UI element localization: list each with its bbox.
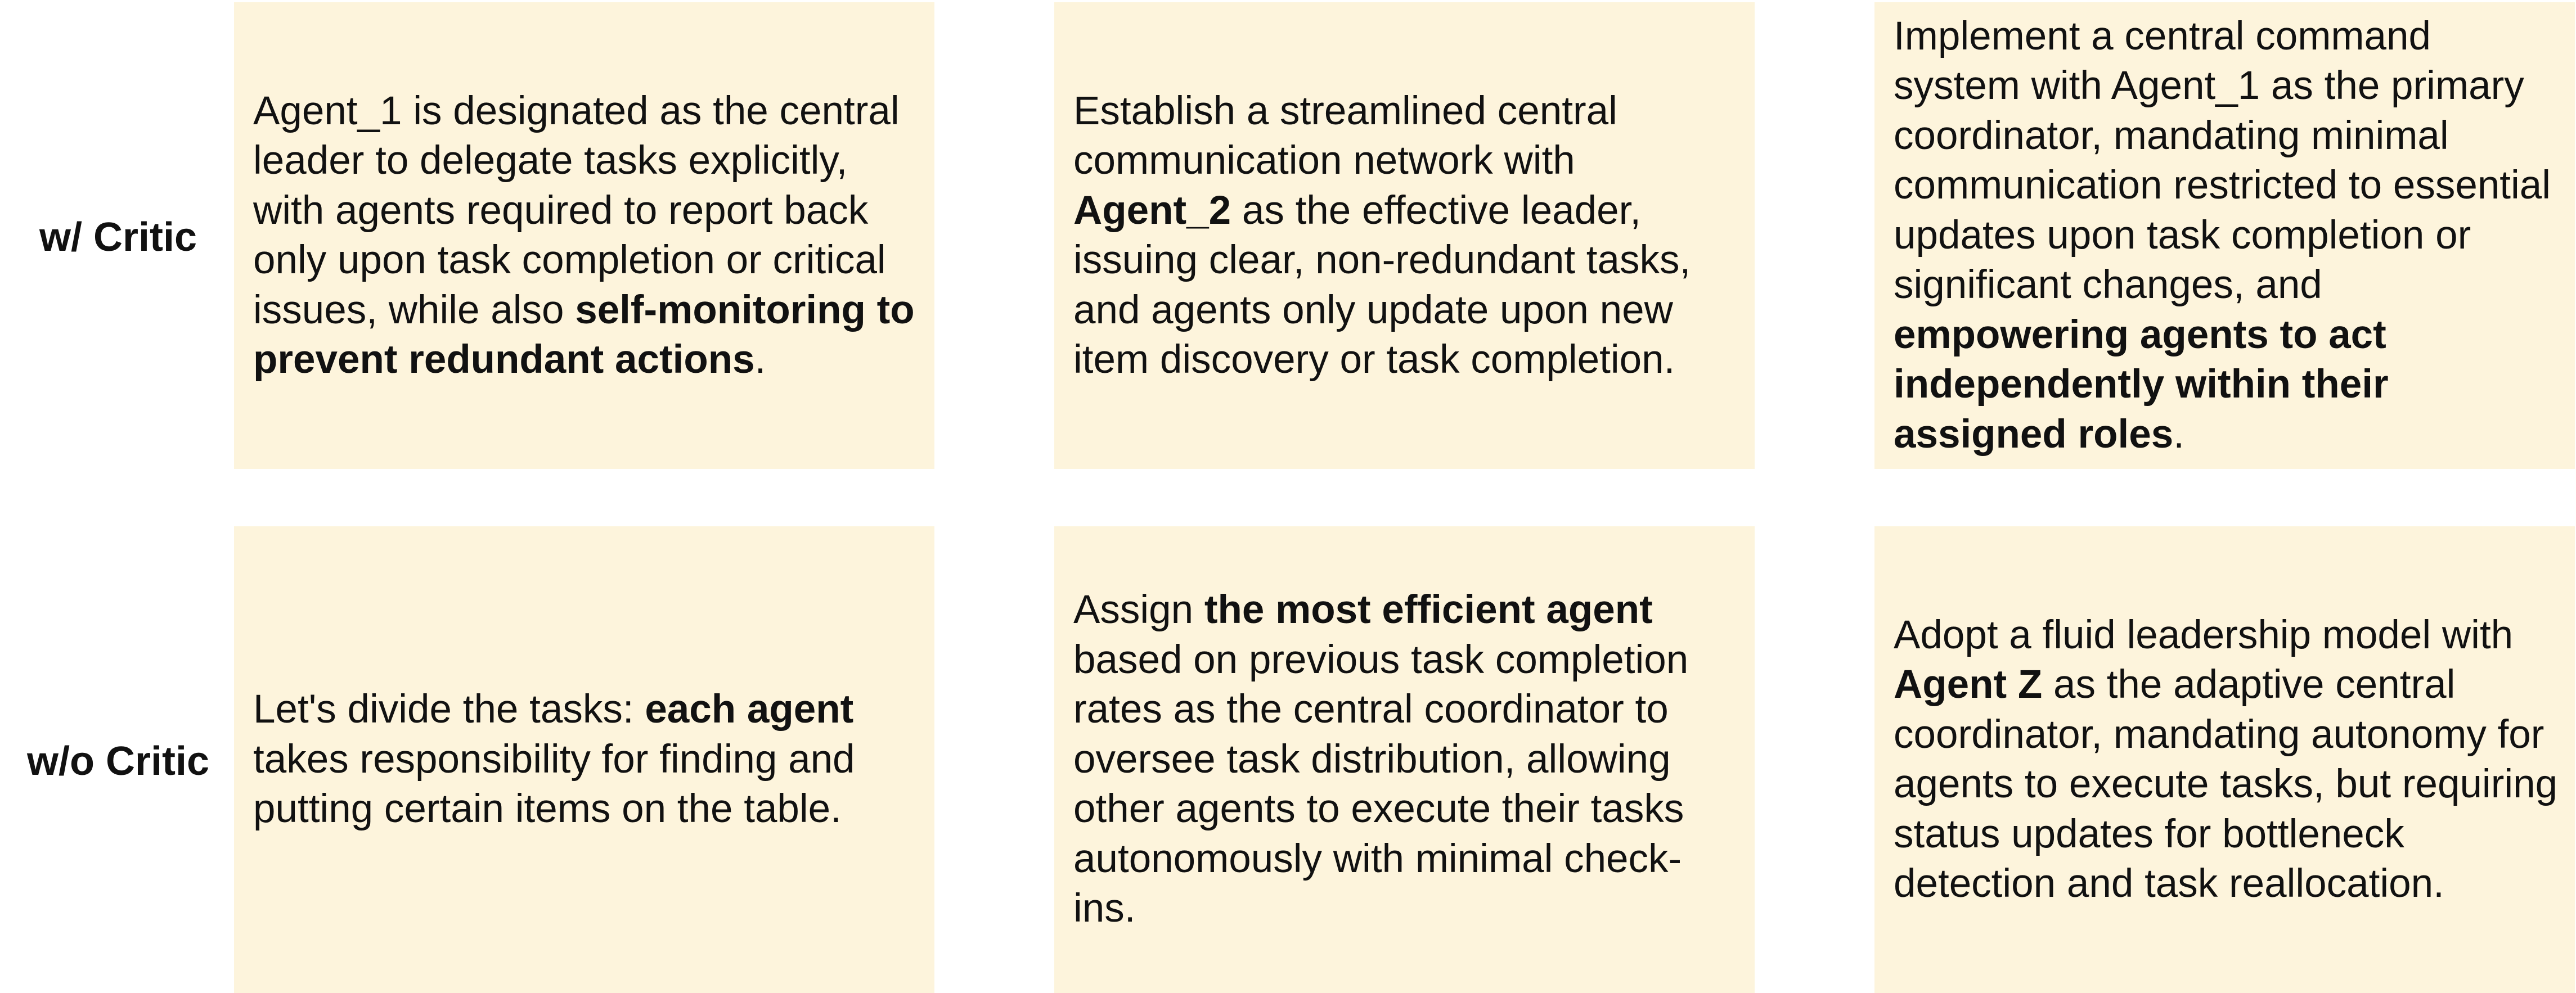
strategy-text-post: . (754, 337, 766, 382)
strategy-cell: Agent_1 is designated as the central lea… (234, 2, 934, 469)
strategy-text-pre: Establish a streamlined central communic… (1073, 88, 1617, 183)
strategy-text: Assign the most efficient agent based on… (1073, 585, 1739, 934)
strategy-text-post: as the adaptive central coordinator, man… (1894, 662, 2558, 906)
strategy-text-bold: Agent Z (1894, 662, 2043, 707)
strategy-text-bold: empowering agents to act independently w… (1894, 312, 2389, 457)
strategy-text-bold: each agent (645, 687, 854, 732)
strategy-cell: Let's divide the tasks: each agent takes… (234, 526, 934, 993)
row-label-without-critic: w/o Critic (26, 739, 210, 784)
strategy-text: Implement a central command system with … (1894, 12, 2559, 460)
strategy-cell: Assign the most efficient agent based on… (1054, 526, 1755, 993)
strategy-text-pre: Adopt a fluid leadership model with (1894, 612, 2514, 657)
row-label-with-critic: w/ Critic (39, 215, 197, 260)
strategy-text: Agent_1 is designated as the central lea… (253, 87, 919, 385)
strategy-text-pre: Implement a central command system with … (1894, 13, 2551, 308)
strategy-text: Adopt a fluid leadership model with Agen… (1894, 611, 2559, 909)
strategy-cell: Implement a central command system with … (1874, 2, 2575, 469)
strategy-cell: Adopt a fluid leadership model with Agen… (1874, 526, 2575, 993)
strategy-text-post: . (2173, 412, 2184, 457)
strategy-text-pre: Assign (1073, 588, 1204, 633)
strategy-text-bold: Agent_2 (1073, 188, 1231, 233)
strategy-text-pre: Agent_1 is designated as the central lea… (253, 88, 900, 332)
strategy-text: Establish a streamlined central communic… (1073, 87, 1739, 385)
strategy-text-bold: self-monitoring to prevent redundant act… (253, 287, 915, 382)
strategy-text-post: takes responsibility for finding and put… (253, 737, 855, 832)
strategy-cell: Establish a streamlined central communic… (1054, 2, 1755, 469)
strategy-text-post: based on previous task completion rates … (1073, 637, 1689, 931)
strategy-text-pre: Let's divide the tasks: (253, 687, 645, 732)
strategy-text: Let's divide the tasks: each agent takes… (253, 685, 919, 834)
strategy-text-post: as the effective leader, issuing clear, … (1073, 188, 1691, 382)
strategy-text-bold: the most efficient agent (1204, 588, 1653, 633)
